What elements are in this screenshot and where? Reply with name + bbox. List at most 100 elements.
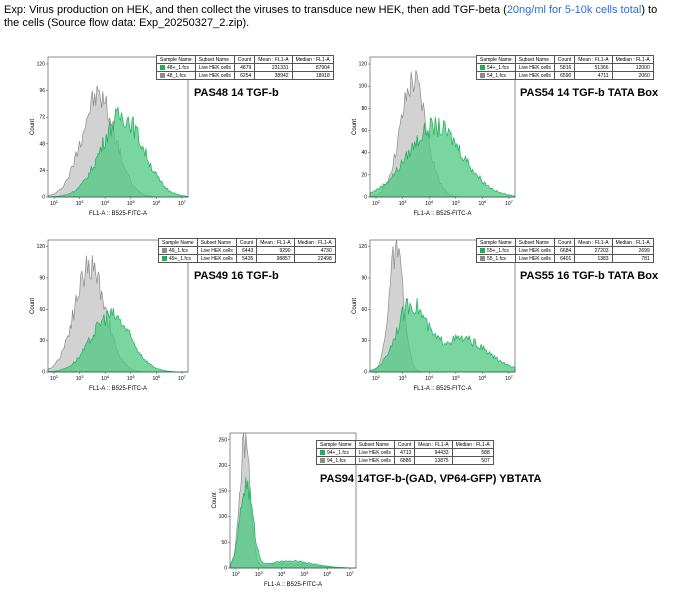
median-cell: 2060 — [611, 71, 654, 80]
y-tick-label: 120 — [359, 62, 368, 68]
table-row: 55_1.fcs Live HEK cells 6401 1383 781 — [476, 254, 654, 263]
histogram-panel-pas54: 0 20 40 60 80 100 120 102 103 104 105 106 107 FL1-A :… — [350, 45, 672, 217]
subset-cell: Live HEK cells — [196, 246, 237, 255]
subset-cell: Live HEK cells — [194, 71, 235, 80]
x-tick-exponent: 4 — [431, 374, 434, 379]
x-tick-label: 103 — [399, 374, 408, 382]
y-tick-label: 0 — [364, 195, 367, 201]
count-cell: 6684 — [553, 246, 576, 255]
sample-name: 54+_1.fcs — [487, 64, 509, 71]
x-tick-label: 102 — [50, 374, 59, 382]
x-tick-exponent: 7 — [511, 199, 514, 204]
panel-title: PAS54 14 TGF-b TATA Box — [520, 87, 659, 99]
x-tick-label: 102 — [50, 199, 59, 207]
x-tick-label: 102 — [372, 374, 381, 382]
x-axis-label: FL1-A :: B525-FITC-A — [413, 386, 471, 392]
x-tick-exponent: 4 — [283, 570, 286, 575]
y-tick-label: 250 — [219, 437, 228, 443]
x-tick-exponent: 3 — [81, 374, 84, 379]
table-row: 48_1.fcs Live HEK cells 6254 38942 18918 — [156, 71, 334, 80]
mean-cell: 38942 — [254, 71, 293, 80]
mean-cell: 231331 — [254, 63, 293, 72]
y-tick-label: 80 — [361, 106, 367, 112]
histogram-svg: 0 20 40 60 80 100 120 102 103 104 105 106 107 FL1-A :… — [352, 56, 516, 217]
y-tick-label: 0 — [42, 195, 45, 201]
x-axis-label: FL1-A :: B525-FITC-A — [413, 211, 471, 217]
count-cell: 6254 — [233, 71, 256, 80]
experiment-description: Exp: Virus production on HEK, and then c… — [4, 4, 672, 30]
column-header: Count — [393, 440, 416, 449]
column-header: Subset Name — [194, 55, 235, 64]
table-header-row: Sample Name Subset Name Count Mean : FL1-A M… — [476, 55, 654, 64]
x-tick-exponent: 7 — [352, 570, 355, 575]
series-swatch — [480, 64, 485, 70]
plot-frame — [369, 239, 516, 373]
histogram-panel-pas94: 0 50 100 150 200 250 102 103 104 105 106 107 FL1-A :… — [200, 425, 670, 595]
table-row: 54_1.fcs Live HEK cells 6590 4711 2060 — [476, 71, 654, 80]
column-header: Sample Name — [476, 55, 516, 64]
column-header: Count — [235, 238, 258, 247]
sample-name: 94_1.fcs — [327, 457, 346, 464]
panel-title: PAS94 14TGF-b-(GAD, VP64-GFP) YBTATA — [320, 473, 542, 485]
sample-stats-table: Sample Name Subset Name Count Mean : FL1-A M… — [158, 238, 336, 263]
column-header: Median : FL1-A — [291, 55, 334, 64]
table-header-row: Sample Name Subset Name Count Mean : FL1-A M… — [156, 55, 334, 64]
table-header-row: Sample Name Subset Name Count Mean : FL1-A M… — [476, 238, 654, 247]
median-cell: 781 — [611, 254, 654, 263]
y-tick-label: 50 — [221, 540, 227, 546]
x-tick-exponent: 7 — [511, 374, 514, 379]
column-header: Mean : FL1-A — [574, 238, 613, 247]
y-tick-label: 0 — [364, 370, 367, 376]
x-tick-label: 107 — [178, 199, 187, 207]
column-header: Sample Name — [476, 238, 516, 247]
sample-name-cell: 54+_1.fcs — [476, 63, 516, 72]
y-tick-label: 0 — [42, 370, 45, 376]
sample-stats-table: Sample Name Subset Name Count Mean : FL1-A M… — [476, 238, 654, 263]
column-header: Sample Name — [156, 55, 196, 64]
table-row: 49_1.fcs Live HEK cells 6443 9290 4730 — [158, 246, 336, 255]
sample-stats-table: Sample Name Subset Name Count Mean : FL1-A M… — [316, 440, 494, 465]
green-histogram — [369, 297, 516, 373]
histogram-panel-pas48: 0 24 48 72 96 120 102 103 104 105 106 107 FL1-A :: B… — [28, 45, 348, 217]
x-tick-exponent: 2 — [378, 199, 381, 204]
x-tick-exponent: 5 — [457, 374, 460, 379]
subset-cell: Live HEK cells — [196, 254, 237, 263]
y-axis-label: Count — [352, 298, 358, 314]
column-header: Median : FL1-A — [451, 440, 494, 449]
y-tick-label: 90 — [361, 275, 367, 281]
median-cell: 588 — [451, 448, 494, 457]
x-tick-label: 104 — [425, 199, 434, 207]
mean-cell: 27203 — [574, 246, 613, 255]
sample-name: 55+_1.fcs — [487, 247, 509, 254]
x-tick-label: 104 — [278, 570, 287, 578]
y-tick-label: 60 — [361, 307, 367, 313]
x-tick-label: 105 — [127, 199, 136, 207]
x-tick-label: 103 — [76, 199, 85, 207]
column-header: Mean : FL1-A — [414, 440, 453, 449]
sample-name-cell: 94_1.fcs — [316, 456, 356, 465]
series-swatch — [162, 255, 167, 261]
y-tick-label: 48 — [39, 141, 45, 147]
median-cell: 12000 — [611, 63, 654, 72]
y-tick-label: 100 — [359, 84, 368, 90]
x-tick-exponent: 6 — [158, 199, 161, 204]
tgf-concentration-link[interactable]: 20ng/ml for 5-10k cells total — [506, 4, 642, 16]
y-tick-label: 96 — [39, 88, 45, 94]
description-text-end: ) to the cells (Source flow data: Exp_20… — [4, 4, 658, 29]
sample-name-cell: 55_1.fcs — [476, 254, 516, 263]
column-header: Subset Name — [196, 238, 237, 247]
panel-title: PAS48 14 TGF-b — [194, 87, 279, 99]
sample-name-cell: 48_1.fcs — [156, 71, 196, 80]
x-tick-label: 105 — [452, 374, 461, 382]
x-tick-label: 105 — [127, 374, 136, 382]
column-header: Count — [553, 238, 576, 247]
mean-cell: 51366 — [574, 63, 613, 72]
x-tick-label: 104 — [101, 374, 110, 382]
count-cell: 6590 — [553, 71, 576, 80]
count-cell: 4879 — [233, 63, 256, 72]
count-cell: 5816 — [553, 63, 576, 72]
x-axis-label: FL1-A :: B525-FITC-A — [89, 211, 147, 217]
subset-cell: Live HEK cells — [354, 456, 395, 465]
subset-cell: Live HEK cells — [514, 254, 555, 263]
